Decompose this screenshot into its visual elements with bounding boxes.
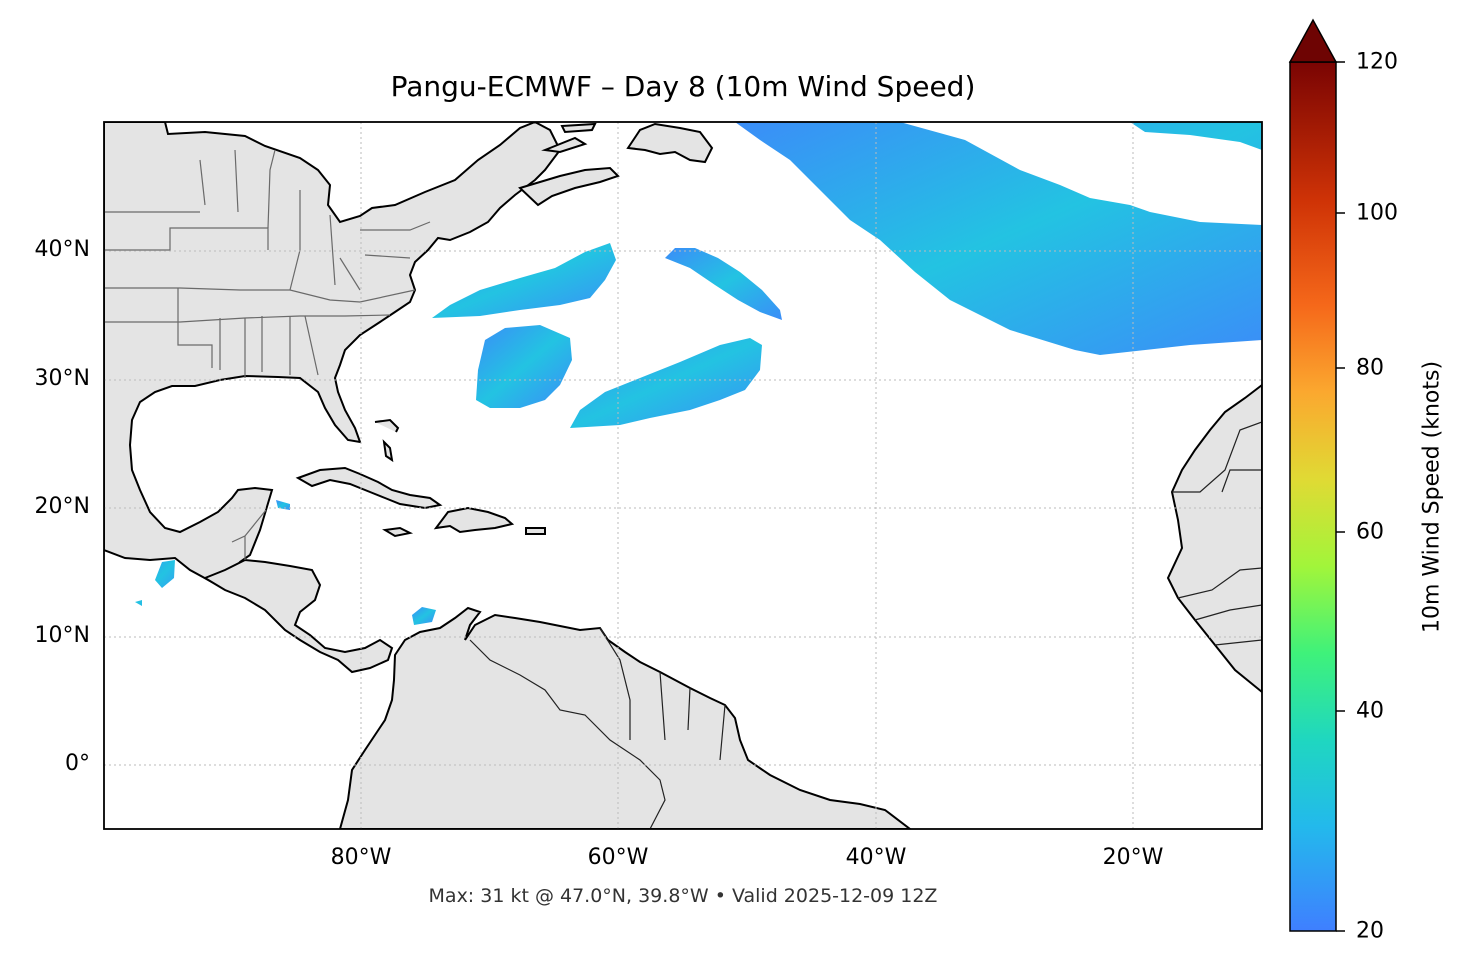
land-cuba [295, 466, 443, 510]
lon-label-80w: 80°W [330, 845, 392, 870]
land-central-america [202, 558, 394, 674]
land-bahamas [374, 418, 400, 463]
lat-label-10n: 10°N [34, 623, 90, 648]
lon-label-60w: 60°W [587, 845, 649, 870]
land-puerto-rico [525, 527, 546, 535]
wind-swath-subtropical [570, 338, 762, 428]
colorbar-tick-100: 100 [1356, 200, 1398, 226]
colorbar-tick-20: 20 [1356, 918, 1384, 944]
colorbar-gradient [1289, 61, 1337, 932]
lon-label-20w: 20°W [1102, 845, 1164, 870]
wind-swath-central-north [665, 248, 782, 320]
lat-label-30n: 30°N [34, 366, 90, 391]
map-frame [103, 121, 1263, 830]
land-jamaica [382, 526, 414, 538]
colorbar-tick-60: 60 [1356, 519, 1384, 545]
land-newfoundland [626, 122, 714, 164]
land-nova-scotia [518, 166, 620, 207]
wind-swath-caribbean [412, 607, 436, 625]
map-title: Pangu-ECMWF – Day 8 (10m Wind Speed) [390, 70, 976, 103]
land-north-america [104, 122, 562, 584]
colorbar-label: 10m Wind Speed (knots) [1419, 360, 1445, 634]
wind-swath-northeast-jet [735, 122, 1262, 355]
wind-swaths [135, 122, 1262, 625]
wind-swath-west-atlantic [432, 243, 616, 318]
colorbar-ticks [1336, 61, 1345, 932]
lat-label-40n: 40°N [34, 237, 90, 262]
wind-swath-bermuda [476, 325, 572, 408]
land-hispaniola [433, 506, 515, 534]
gridlines [104, 122, 1262, 829]
lat-label-0: 0° [65, 751, 90, 776]
land-gulf-island [541, 122, 597, 154]
lon-label-40w: 40°W [845, 845, 907, 870]
colorbar-tick-40: 40 [1356, 698, 1384, 724]
colorbar-tick-120: 120 [1356, 49, 1398, 75]
colorbar [1288, 18, 1345, 932]
footer-info: Max: 31 kt @ 47.0°N, 39.8°W • Valid 2025… [428, 885, 938, 907]
colorbar-extend-arrow [1288, 18, 1338, 63]
country-borders [469, 421, 1262, 829]
state-borders [104, 149, 431, 560]
wind-swath-pacific [135, 560, 175, 606]
lat-label-20n: 20°N [34, 494, 90, 519]
land-africa [1166, 383, 1262, 694]
colorbar-tick-80: 80 [1356, 355, 1384, 381]
